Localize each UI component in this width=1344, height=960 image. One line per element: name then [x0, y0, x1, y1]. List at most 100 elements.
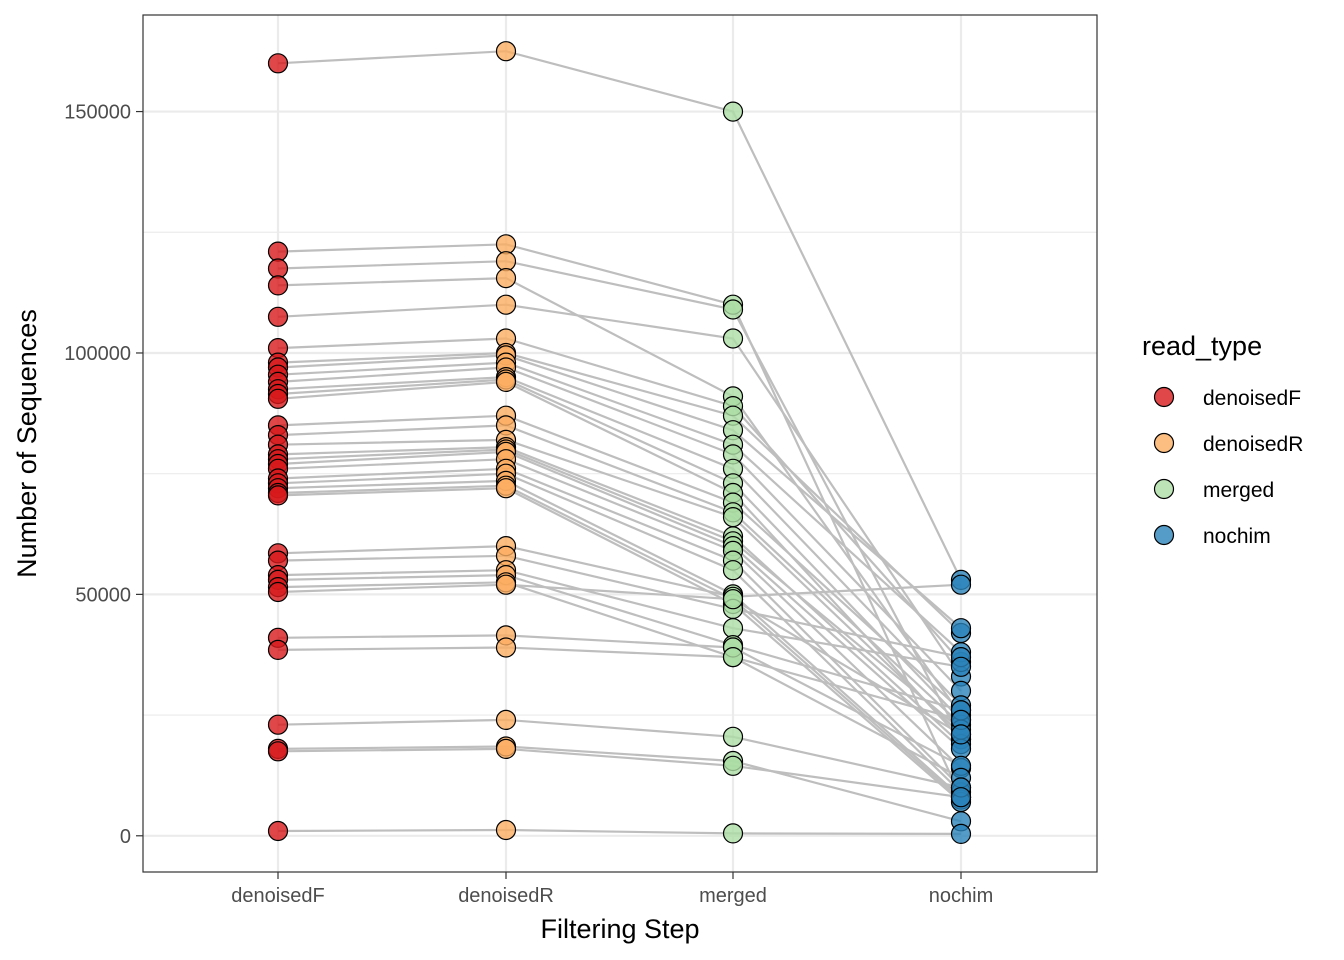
y-tick-label: 100000 [64, 343, 131, 365]
sample-line [277, 479, 962, 799]
sample-line [277, 828, 962, 836]
point-denoisedR [495, 268, 517, 289]
point-denoisedF [267, 639, 289, 661]
sample-line [277, 646, 962, 779]
sample-line [277, 583, 962, 736]
point-denoisedR [495, 41, 517, 62]
point-denoisedF [267, 485, 289, 506]
point-merged [722, 506, 744, 528]
legend: read_type denoisedF denoisedR merged nochim [1142, 331, 1303, 548]
legend-label-nochim: nochim [1203, 525, 1271, 548]
sample-line [277, 375, 962, 707]
y-tick-label: 50000 [75, 584, 131, 606]
point-denoisedR [495, 294, 517, 315]
sample-line [277, 361, 962, 654]
sample-line [277, 337, 962, 663]
legend-key-merged [1153, 478, 1175, 500]
sample-line [277, 414, 962, 712]
legend-key-denoisedR [1153, 432, 1175, 454]
sample-line [277, 351, 962, 634]
y-tick-label: 150000 [64, 102, 131, 124]
point-merged [722, 618, 744, 639]
point-nochim [950, 618, 972, 639]
y-axis-title: Number of Sequences [12, 309, 42, 578]
x-tick-label: nochim [929, 885, 993, 907]
legend-key-nochim [1153, 524, 1175, 546]
legend-key-denoisedF [1153, 386, 1175, 408]
point-denoisedR [495, 234, 517, 255]
sample-line [277, 554, 962, 659]
point-denoisedF [267, 258, 289, 279]
sample-line [277, 445, 962, 745]
point-merged [722, 299, 744, 320]
sample-line [277, 745, 962, 823]
legend-label-merged: merged [1203, 479, 1274, 502]
connecting-lines [277, 50, 962, 836]
sample-line [277, 544, 962, 598]
sample-line [277, 380, 962, 740]
point-denoisedR [495, 709, 517, 731]
point-denoisedF [267, 581, 289, 603]
point-denoisedF [267, 53, 289, 74]
point-denoisedF [267, 241, 289, 262]
point-merged [722, 328, 744, 349]
sample-line [277, 581, 962, 721]
sample-line [277, 448, 962, 731]
sample-line [277, 747, 962, 799]
sample-line [277, 573, 962, 712]
y-tick-label: 0 [120, 826, 131, 848]
point-nochim [950, 787, 972, 808]
sample-line [277, 569, 962, 668]
sample-line [277, 634, 962, 767]
point-denoisedR [495, 478, 517, 499]
point-denoisedR [495, 637, 517, 658]
point-merged [722, 823, 744, 844]
x-tick-label: denoisedF [231, 885, 324, 907]
point-nochim [950, 823, 972, 845]
point-merged [722, 755, 744, 776]
legend-items: denoisedF denoisedR merged nochim [1153, 386, 1303, 548]
sample-line [277, 303, 962, 678]
point-denoisedF [267, 820, 289, 842]
sample-line [277, 458, 962, 769]
legend-label-denoisedR: denoisedR [1203, 433, 1303, 456]
point-merged [722, 101, 744, 122]
point-nochim [950, 574, 972, 595]
point-denoisedF [267, 388, 289, 409]
sample-line [277, 467, 962, 789]
point-denoisedF [267, 306, 289, 327]
sample-line [277, 484, 962, 801]
sample-line [277, 243, 962, 798]
sample-line [277, 354, 962, 630]
point-denoisedF [267, 275, 289, 296]
point-merged [722, 589, 744, 610]
point-denoisedR [495, 738, 517, 760]
sample-line [277, 487, 962, 803]
legend-label-denoisedF: denoisedF [1203, 387, 1301, 410]
sample-line [277, 472, 962, 794]
sample-line [277, 378, 962, 721]
x-tick-label: denoisedR [458, 885, 554, 907]
sample-line [277, 718, 962, 789]
point-nochim [950, 656, 972, 677]
axes: 0 50000 100000 150000 denoisedF denoisedR merg… [64, 102, 993, 907]
data-points [267, 41, 972, 845]
point-merged [722, 726, 744, 747]
point-merged [722, 646, 744, 668]
point-merged [722, 560, 744, 581]
point-denoisedR [495, 574, 517, 595]
point-denoisedR [495, 251, 517, 272]
sample-line [277, 424, 962, 726]
sample-line [277, 366, 962, 692]
panel-border [142, 14, 1098, 873]
point-denoisedF [267, 714, 289, 735]
point-denoisedR [495, 371, 517, 392]
sample-line [277, 276, 962, 716]
sample-line [277, 438, 962, 736]
x-axis-title: Filtering Step [540, 914, 699, 944]
point-denoisedR [495, 819, 517, 841]
point-denoisedF [267, 741, 289, 762]
point-nochim [950, 724, 972, 745]
sample-line [277, 50, 962, 581]
